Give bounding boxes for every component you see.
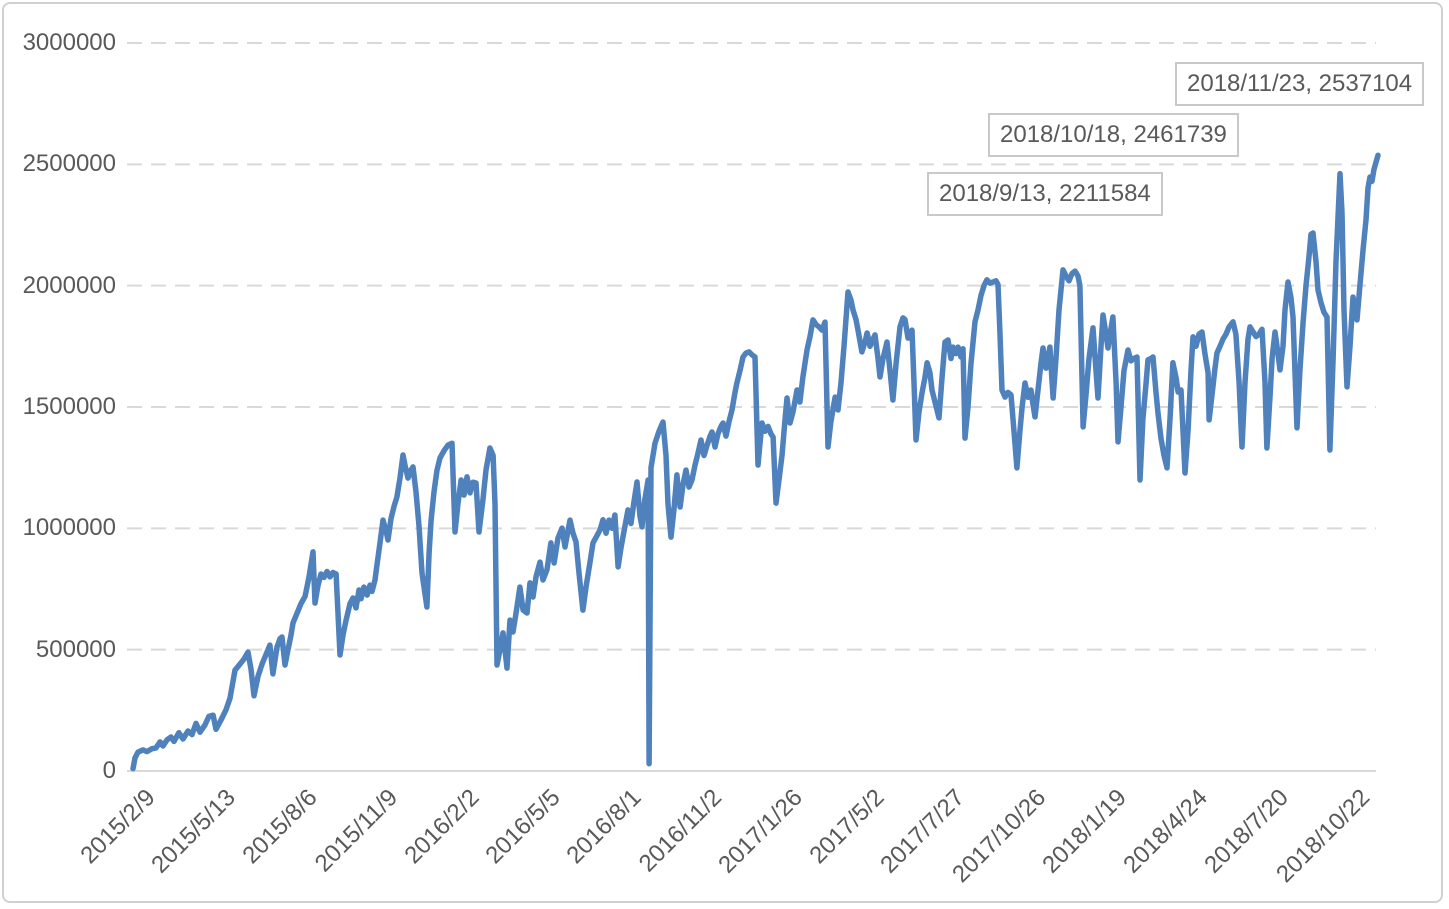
y-tick-label: 3000000 [22,29,116,56]
data-label-2018-10-18: 2018/10/18, 2461739 [988,113,1239,157]
data-label-2018-11-23: 2018/11/23, 2537104 [1175,62,1425,106]
series-line [130,152,1381,772]
data-label-2018-9-13: 2018/9/13, 2211584 [927,172,1163,216]
y-tick-label: 500000 [35,635,116,663]
y-tick-label: 2000000 [22,271,116,299]
y-tick-label: 2500000 [22,150,116,178]
y-tick-label: 0 [102,757,116,784]
y-tick-label: 1000000 [22,514,116,542]
y-tick-label: 1500000 [22,393,116,420]
